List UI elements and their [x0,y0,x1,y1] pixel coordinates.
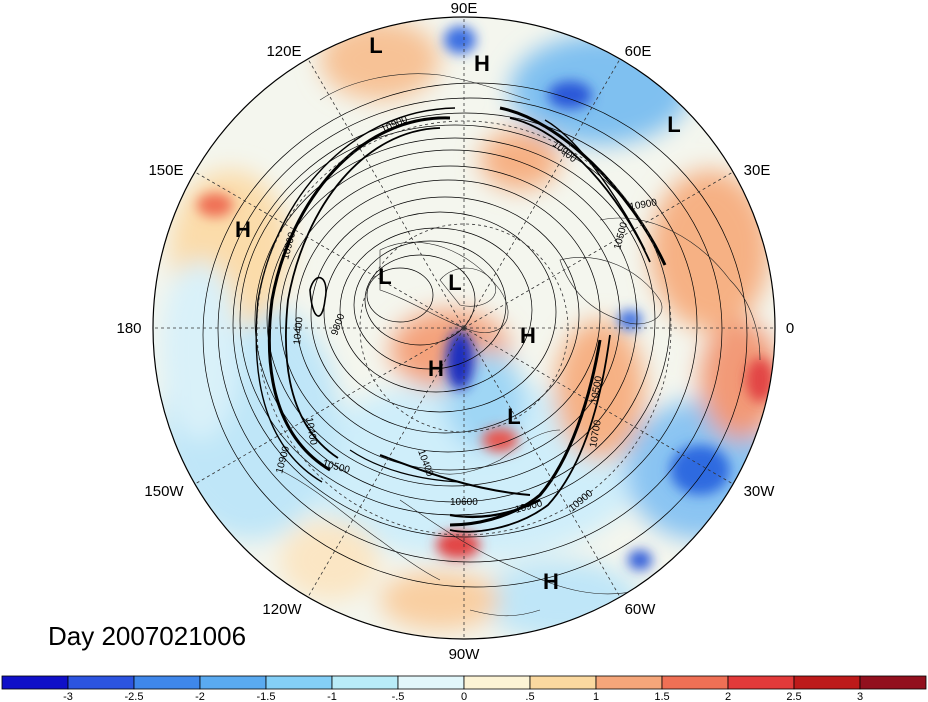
colorbar-tick-label: 2.5 [786,691,801,702]
lon-label-120e: 120E [266,43,301,60]
colorbar-swatch [727,675,795,690]
lon-label-150w: 150W [144,483,184,500]
colorbar-tick-label: -.5 [392,691,405,702]
colorbar-swatch [661,675,729,690]
pressure-center: L [448,270,461,295]
lon-label-90e: 90E [451,0,478,17]
colorbar-tick-label: 3 [857,691,863,702]
jet-contours [255,106,667,533]
lon-label-150e: 150E [148,162,183,179]
colorbar-tick-label: -1.5 [257,691,276,702]
map-boundary [152,16,776,640]
colorbar-swatch [463,675,531,690]
contour-label: 10700 [588,419,604,449]
lon-label-30e: 30E [744,162,771,179]
day-label: Day 2007021006 [48,621,246,651]
lon-label-0: 0 [786,320,794,337]
lon-label-60e: 60E [625,43,652,60]
colorbar: -3 -2.5 -2 -1.5 -1 -.5 0 .5 1 1.5 2 2.5 3 [1,675,927,702]
colorbar-swatch [331,675,399,690]
colorbar-swatch [529,675,597,690]
coastlines [279,73,761,617]
contour-label: 10400 [292,316,305,345]
colorbar-tick-label: -2 [195,691,205,702]
pressure-center: H [428,356,444,381]
contour-label: 10400 [303,417,319,447]
contour-label: 10500 [589,375,605,405]
colorbar-swatch [859,675,927,690]
pressure-center: H [474,51,490,76]
lon-label-120w: 120W [262,601,302,618]
colorbar-tick-label: 1.5 [654,691,669,702]
pressure-center: H [543,569,559,594]
colorbar-swatch [133,675,201,690]
colorbar-swatch [595,675,663,690]
longitude-labels: 90E 60E 30E 0 30W 60W 90W 120W 150W 180 … [116,0,794,663]
colorbar-tick-label: .5 [525,691,534,702]
colorbar-tick-label: 2 [725,691,731,702]
lon-label-30w: 30W [744,483,776,500]
colorbar-tick-label: 0 [461,691,467,702]
pressure-center: L [667,112,680,137]
colorbar-swatch [397,675,465,690]
contour-label: 10600 [450,497,478,508]
colorbar-swatches [1,675,927,690]
colorbar-tick-label: -1 [327,691,337,702]
colorbar-swatch [67,675,135,690]
colorbar-swatch [199,675,267,690]
colorbar-swatch [265,675,333,690]
pressure-center: L [369,33,382,58]
contour-label: 10900 [629,197,659,213]
lon-label-60w: 60W [625,601,657,618]
pressure-center: L [507,404,520,429]
colorbar-tick-label: 1 [593,691,599,702]
pressure-center: H [520,323,536,348]
lon-label-180: 180 [116,320,141,337]
colorbar-tick-label: -3 [63,691,73,702]
colorbar-swatch [1,675,69,690]
graticule [153,17,775,639]
colorbar-ticks: -3 -2.5 -2 -1.5 -1 -.5 0 .5 1 1.5 2 2.5 3 [63,691,863,702]
lon-label-90w: 90W [449,646,481,663]
colorbar-tick-label: -2.5 [125,691,144,702]
pressure-center: H [235,217,251,242]
pressure-centers: L H L H L L H H L H [235,33,681,594]
pressure-center: L [378,264,391,289]
colorbar-swatch [793,675,861,690]
